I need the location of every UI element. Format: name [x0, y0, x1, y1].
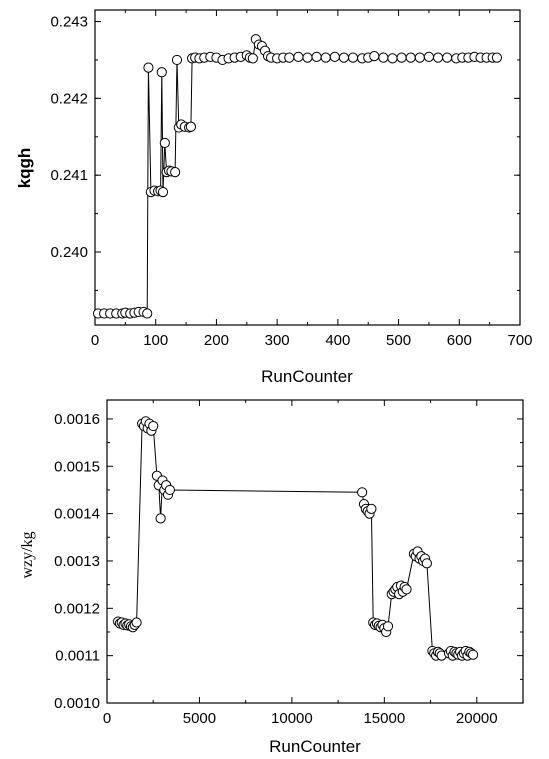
chart-kqgh-vs-runcounter: 0.240 0.241 0.242 0.243 0 100 200 300 400 500 600… — [15, 9, 533, 386]
data-point — [382, 621, 394, 632]
y-tick-label: 0.0016 — [54, 411, 100, 428]
y-axis: 0.240 0.241 0.242 0.243 — [50, 14, 520, 291]
y-axis-title: wzy/kg — [19, 531, 36, 578]
data-point — [170, 167, 181, 178]
x-axis: 0 100 200 300 400 500 600 700 — [91, 10, 533, 349]
x-axis-title: RunCounter — [261, 367, 353, 386]
data-point — [302, 52, 313, 63]
y-tick-label: 0.0014 — [54, 506, 100, 523]
data-point — [467, 649, 479, 660]
plot-frame — [106, 399, 524, 704]
y-tick-label: 0.0015 — [54, 458, 100, 475]
y-axis-title: kqgh — [15, 148, 34, 189]
y-tick-label: 0.241 — [50, 167, 88, 184]
data-point — [164, 484, 175, 496]
data-point — [284, 52, 295, 63]
data-point — [159, 137, 170, 149]
x-tick-label: 600 — [447, 332, 472, 349]
data-point — [491, 52, 503, 63]
data-point — [157, 186, 169, 198]
data-point — [329, 51, 340, 62]
x-tick-label: 300 — [265, 332, 290, 349]
data-point — [421, 558, 432, 569]
data-point — [156, 67, 167, 78]
y-tick-label: 0.0010 — [54, 695, 100, 712]
data-point — [396, 52, 407, 63]
data-point — [148, 420, 159, 432]
series-markers — [112, 416, 479, 661]
data-point — [423, 51, 435, 62]
x-tick-label: 700 — [507, 332, 532, 349]
x-tick-label: 200 — [204, 332, 229, 349]
data-point — [338, 52, 350, 63]
y-tick-label: 0.0012 — [54, 600, 100, 617]
series-markers — [92, 34, 503, 319]
x-tick-label: 5000 — [183, 710, 216, 727]
data-point — [357, 487, 368, 498]
y-tick-label: 0.243 — [50, 14, 88, 31]
y-axis: 0.0010 0.0011 0.0012 0.0013 0.0014 0.0015 0.00… — [54, 411, 523, 712]
data-point — [442, 52, 453, 63]
x-tick-label: 500 — [386, 332, 411, 349]
chart-wzy-kg-vs-runcounter: 0.0010 0.0011 0.0012 0.0013 0.0014 0.0015 0.00… — [19, 399, 524, 756]
data-point — [414, 52, 425, 63]
series-line — [98, 37, 497, 315]
x-tick-label: 0 — [91, 332, 99, 349]
y-tick-label: 0.240 — [50, 244, 88, 261]
data-point — [347, 52, 359, 63]
x-tick-label: 20000 — [456, 710, 498, 727]
y-tick-label: 0.0011 — [55, 648, 100, 665]
data-point — [369, 50, 380, 62]
data-point — [366, 503, 377, 514]
data-point — [185, 121, 197, 132]
y-tick-label: 0.242 — [50, 90, 88, 107]
x-axis-title: RunCounter — [269, 737, 361, 756]
data-point — [401, 584, 412, 595]
data-point — [405, 52, 416, 63]
data-point — [131, 617, 142, 628]
data-point — [378, 52, 389, 63]
x-tick-label: 100 — [143, 332, 168, 349]
x-tick-label: 15000 — [363, 710, 405, 727]
data-point — [142, 308, 153, 319]
data-point — [387, 53, 398, 64]
data-point — [171, 54, 183, 66]
data-point — [293, 51, 304, 62]
x-tick-label: 10000 — [271, 710, 313, 727]
x-tick-label: 400 — [325, 332, 350, 349]
data-point — [155, 513, 166, 524]
data-point — [143, 62, 154, 73]
data-point — [432, 52, 444, 63]
data-point — [311, 51, 322, 62]
y-tick-label: 0.0013 — [54, 553, 100, 570]
series-line — [117, 419, 474, 657]
x-axis: 0 5000 10000 15000 20000 — [103, 400, 524, 727]
x-tick-label: 0 — [103, 710, 111, 727]
data-point — [320, 52, 331, 63]
data-point — [247, 53, 258, 64]
